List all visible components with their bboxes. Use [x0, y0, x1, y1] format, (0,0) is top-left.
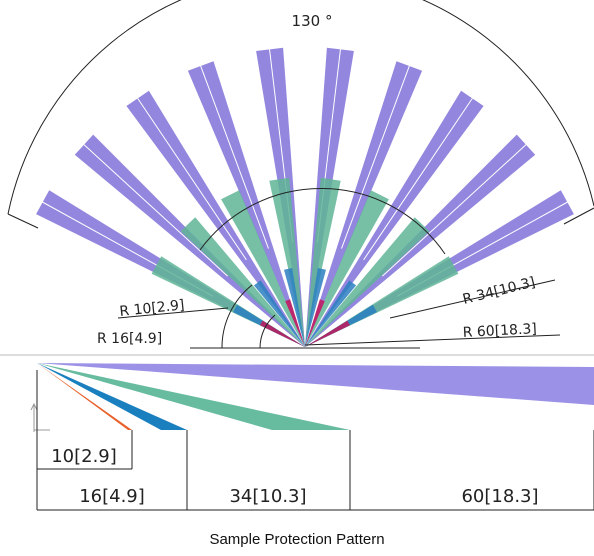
fan-view: 130 ° R 10[2.9] R 16[4.9] R 34[10.3] R 6…: [7, 0, 594, 349]
outer-fin-split-4: [200, 65, 269, 249]
outer-fin-4: [187, 61, 305, 348]
leader-r10: [117, 307, 229, 319]
arc-r16: [221, 284, 253, 349]
inner-fin-3: [284, 268, 305, 347]
beam-34: [37, 363, 350, 430]
core-fin-1: [260, 320, 305, 347]
outer-fin-9: [305, 134, 536, 347]
label-r16: R 16[4.9]: [97, 331, 162, 347]
dim-16: 16[4.9]: [79, 486, 145, 507]
middle-fin-6: [305, 190, 389, 347]
outer-fin-split-3: [137, 97, 247, 261]
beam-10: [37, 363, 132, 430]
middle-fin-7: [305, 217, 430, 347]
fan-right-edge: [563, 207, 594, 225]
middle-fin-3: [221, 190, 305, 347]
label-r10: R 10[2.9]: [119, 297, 186, 320]
fan-outline: [7, 0, 594, 349]
dim-34: 34[10.3]: [229, 486, 306, 507]
core-fin-2: [285, 299, 305, 347]
arc-r34: [199, 188, 446, 255]
outer-arc-130: [7, 0, 594, 215]
leader-r34: [389, 279, 556, 319]
inner-fin-4: [305, 268, 326, 347]
fan-fins: [36, 47, 574, 348]
side-axis-glyph: [30, 402, 50, 432]
side-beams: [37, 363, 594, 430]
dimension-lines: [36, 370, 594, 511]
fan-left-edge: [7, 213, 39, 229]
beam-60: [37, 363, 594, 405]
outer-fin-split-9: [382, 144, 527, 277]
dim-60: 60[18.3]: [461, 486, 538, 507]
inner-fin-2: [253, 280, 305, 347]
side-view: 10[2.9] 16[4.9] 34[10.3] 60[18.3]: [30, 363, 594, 511]
leader-r60: [304, 334, 561, 346]
outer-fin-2: [74, 134, 305, 347]
middle-fin-2: [180, 217, 305, 347]
outer-fin-split-7: [341, 65, 410, 249]
outer-fin-split-2: [83, 144, 228, 277]
inner-fin-5: [305, 280, 357, 347]
caption: Sample Protection Pattern: [209, 531, 385, 548]
label-r60: R 60[18.3]: [462, 321, 537, 341]
angle-label: 130 °: [292, 12, 333, 30]
dim-10: 10[2.9]: [51, 446, 117, 467]
outer-fin-7: [305, 61, 423, 348]
core-fin-4: [305, 320, 350, 347]
label-r34: R 34[10.3]: [461, 274, 537, 307]
beam-16: [37, 363, 187, 430]
arc-r10: [259, 314, 276, 349]
core-fin-3: [305, 299, 325, 347]
outer-fin-split-8: [363, 97, 473, 261]
